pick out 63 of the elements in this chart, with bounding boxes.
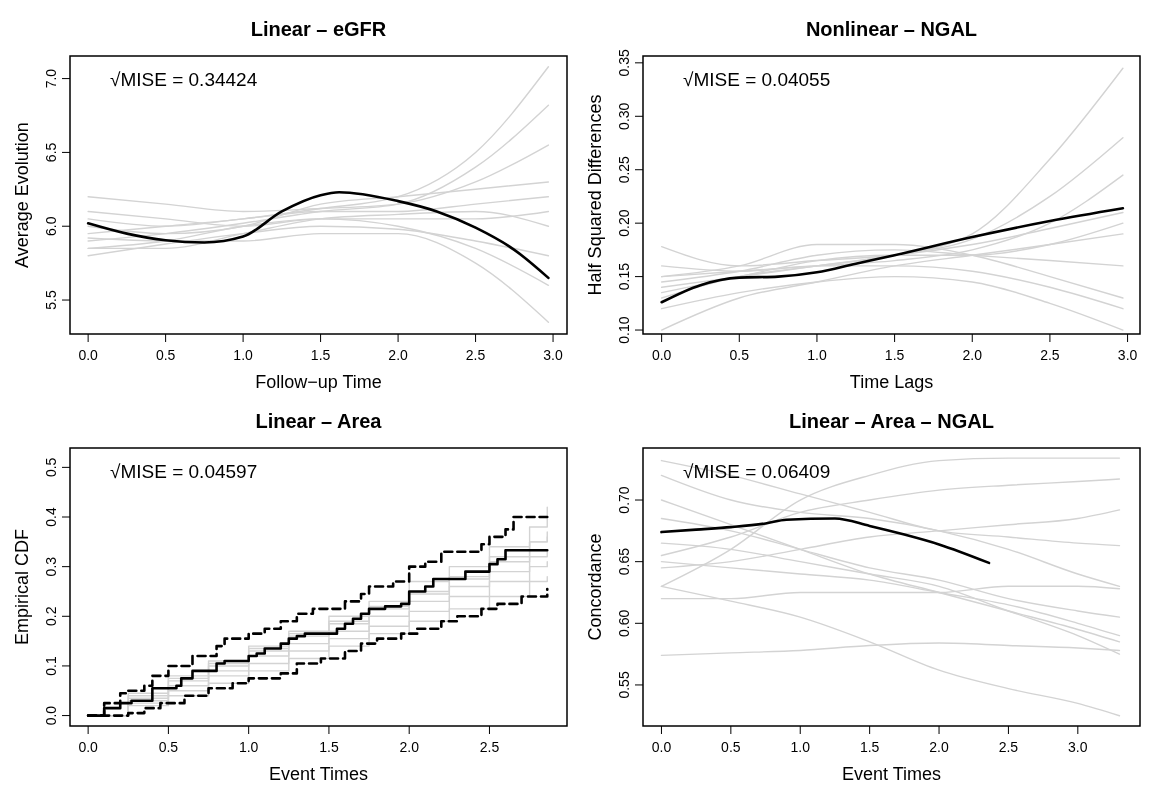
x-tick-label: 1.0: [807, 347, 827, 363]
y-tick-label: 0.30: [616, 102, 632, 130]
x-axis-title: Time Lags: [849, 372, 934, 392]
x-tick-label: 0.0: [78, 739, 99, 755]
y-tick-label: 5.5: [43, 290, 59, 310]
y-tick-label: 0.70: [616, 486, 632, 514]
y-axis-title: Concordance: [585, 533, 605, 641]
x-tick-label: 2.0: [962, 347, 983, 363]
annotation: √MISE = 0.04055: [683, 69, 831, 90]
y-tick-label: 0.3: [43, 556, 59, 577]
annotation: √MISE = 0.34424: [110, 69, 258, 90]
y-tick-label: 0.25: [616, 155, 632, 184]
x-tick-label: 0.0: [651, 739, 672, 755]
y-tick-label: 0.5: [43, 457, 59, 478]
y-tick-label: 0.0: [43, 705, 59, 726]
x-axis-title: Event Times: [268, 764, 369, 784]
y-axis-title: Half Squared Differences: [585, 94, 605, 296]
annotation: √MISE = 0.04597: [110, 461, 258, 482]
x-tick-label: 2.5: [465, 347, 486, 363]
x-tick-label: 0.5: [721, 739, 741, 755]
x-tick-label: 0.5: [729, 347, 750, 363]
x-tick-label: 2.5: [998, 739, 1019, 755]
x-tick-label: 2.0: [388, 347, 409, 363]
x-tick-label: 2.5: [1040, 347, 1060, 363]
x-tick-label: 1.5: [319, 739, 339, 755]
y-axis-title: Average Evolution: [12, 122, 32, 268]
y-tick-label: 0.2: [43, 606, 59, 627]
chart-title: Nonlinear – NGAL: [805, 18, 978, 40]
y-tick-label: 0.35: [616, 49, 632, 77]
x-tick-label: 3.0: [543, 347, 563, 363]
y-tick-label: 6.0: [43, 216, 59, 236]
x-tick-label: 1.5: [884, 347, 905, 363]
y-tick-label: 0.15: [616, 262, 632, 291]
y-axis-title: Empirical CDF: [12, 528, 32, 646]
chart-title: Linear – Area: [255, 410, 383, 432]
chart-title: Linear – Area – NGAL: [789, 410, 994, 432]
y-tick-label: 0.1: [43, 655, 59, 676]
y-tick-label: 0.4: [43, 507, 59, 527]
x-tick-label: 1.5: [310, 347, 331, 363]
y-tick-label: 0.55: [616, 671, 632, 699]
x-tick-label: 2.5: [479, 739, 500, 755]
chart-title: Linear – eGFR: [250, 18, 387, 40]
x-tick-label: 0.5: [158, 739, 179, 755]
y-tick-label: 6.5: [43, 142, 59, 163]
x-axis-title: Event Times: [841, 764, 942, 784]
x-tick-label: 1.0: [238, 739, 259, 755]
x-tick-label: 1.0: [790, 739, 811, 755]
y-tick-label: 0.60: [616, 609, 632, 637]
x-tick-label: 2.0: [929, 739, 949, 755]
x-axis-title: Follow−up Time: [255, 372, 382, 392]
x-tick-label: 2.0: [399, 739, 420, 755]
y-tick-label: 0.20: [616, 209, 632, 237]
x-tick-label: 0.5: [155, 347, 176, 363]
y-tick-label: 7.0: [43, 68, 59, 89]
y-tick-label: 0.10: [616, 316, 632, 344]
y-tick-label: 0.65: [616, 547, 632, 576]
x-tick-label: 1.0: [233, 347, 254, 363]
x-tick-label: 0.0: [78, 347, 99, 363]
x-tick-label: 3.0: [1117, 347, 1138, 363]
x-tick-label: 0.0: [651, 347, 672, 363]
annotation: √MISE = 0.06409: [683, 461, 831, 482]
x-tick-label: 1.5: [859, 739, 880, 755]
x-tick-label: 3.0: [1068, 739, 1088, 755]
